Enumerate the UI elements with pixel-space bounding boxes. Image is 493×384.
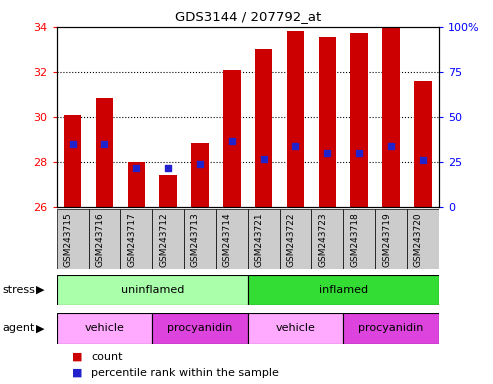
Point xyxy=(196,161,204,167)
Text: ▶: ▶ xyxy=(36,285,44,295)
Text: procyanidin: procyanidin xyxy=(167,323,233,333)
Bar xyxy=(255,50,273,207)
Bar xyxy=(247,209,280,269)
Bar xyxy=(120,209,152,269)
Text: ■: ■ xyxy=(71,352,82,362)
Bar xyxy=(152,313,247,344)
Bar xyxy=(407,209,439,269)
Text: GSM243712: GSM243712 xyxy=(159,212,168,267)
Bar xyxy=(247,313,343,344)
Text: GSM243718: GSM243718 xyxy=(350,212,359,267)
Bar xyxy=(351,33,368,207)
Point xyxy=(69,141,76,147)
Bar xyxy=(216,209,247,269)
Text: vehicle: vehicle xyxy=(84,323,124,333)
Bar xyxy=(57,275,247,305)
Text: GSM243717: GSM243717 xyxy=(127,212,136,267)
Bar xyxy=(414,81,431,207)
Point xyxy=(164,165,172,171)
Text: ▶: ▶ xyxy=(36,323,44,333)
Bar xyxy=(223,70,241,207)
Bar xyxy=(96,98,113,207)
Bar xyxy=(152,209,184,269)
Bar xyxy=(57,313,152,344)
Text: agent: agent xyxy=(2,323,35,333)
Point xyxy=(387,143,395,149)
Text: inflamed: inflamed xyxy=(318,285,368,295)
Point xyxy=(228,137,236,144)
Bar xyxy=(287,31,304,207)
Text: vehicle: vehicle xyxy=(276,323,316,333)
Point xyxy=(355,150,363,156)
Bar xyxy=(191,143,209,207)
Text: ■: ■ xyxy=(71,368,82,378)
Bar xyxy=(128,162,145,207)
Text: GSM243722: GSM243722 xyxy=(286,212,295,267)
Bar xyxy=(318,37,336,207)
Bar xyxy=(375,209,407,269)
Text: percentile rank within the sample: percentile rank within the sample xyxy=(91,368,279,378)
Point xyxy=(132,165,140,171)
Point xyxy=(101,141,108,147)
Text: procyanidin: procyanidin xyxy=(358,323,423,333)
Text: GSM243721: GSM243721 xyxy=(255,212,264,267)
Text: GSM243720: GSM243720 xyxy=(414,212,423,267)
Bar xyxy=(343,209,375,269)
Text: count: count xyxy=(91,352,123,362)
Text: GSM243719: GSM243719 xyxy=(382,212,391,267)
Text: uninflamed: uninflamed xyxy=(120,285,184,295)
Bar xyxy=(343,313,439,344)
Bar xyxy=(159,175,177,207)
Text: GSM243713: GSM243713 xyxy=(191,212,200,267)
Bar xyxy=(312,209,343,269)
Title: GDS3144 / 207792_at: GDS3144 / 207792_at xyxy=(175,10,321,23)
Bar xyxy=(280,209,312,269)
Point xyxy=(260,156,268,162)
Text: GSM243716: GSM243716 xyxy=(96,212,105,267)
Bar xyxy=(184,209,216,269)
Bar xyxy=(89,209,120,269)
Bar xyxy=(382,27,400,207)
Text: GSM243714: GSM243714 xyxy=(223,212,232,267)
Point xyxy=(291,143,299,149)
Text: GSM243715: GSM243715 xyxy=(64,212,72,267)
Point xyxy=(323,150,331,156)
Text: stress: stress xyxy=(2,285,35,295)
Bar xyxy=(64,115,81,207)
Bar xyxy=(247,275,439,305)
Point xyxy=(419,157,427,164)
Bar xyxy=(57,209,89,269)
Text: GSM243723: GSM243723 xyxy=(318,212,327,267)
